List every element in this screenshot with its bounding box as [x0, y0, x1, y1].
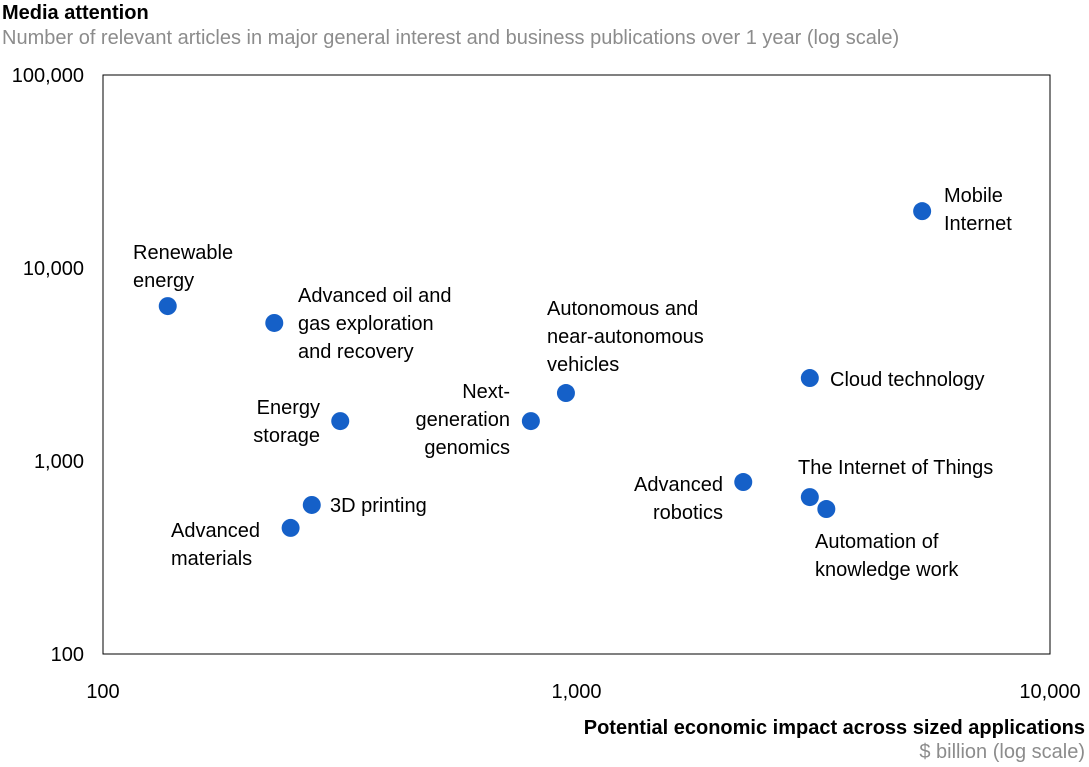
y-tick-label: 10,000: [23, 258, 84, 280]
data-point-group: Mobile Internet: [913, 185, 1012, 235]
data-point-label: Next-: [462, 381, 510, 403]
data-point-label: vehicles: [547, 354, 619, 376]
data-point-group: Next-generation genomics: [415, 381, 540, 459]
x-tick-label: 1,000: [551, 681, 601, 703]
plot-frame: [102, 74, 1051, 655]
data-point-group: Renewable energy: [133, 242, 233, 316]
data-point-label: Advanced: [171, 520, 260, 542]
data-point-label: 3D printing: [330, 495, 427, 517]
data-point-label: Renewable: [133, 242, 233, 264]
data-point-label: gas exploration: [298, 313, 434, 335]
data-point-label: Advanced oil and: [298, 285, 451, 307]
x-axis-title: Potential economic impact across sized a…: [584, 717, 1085, 739]
data-point: [281, 518, 300, 537]
chart-title: Media attention: [2, 2, 149, 24]
data-point-label: materials: [171, 548, 252, 570]
data-point-label: Advanced: [634, 474, 723, 496]
data-point-label: Autonomous and: [547, 298, 698, 320]
data-point: [913, 202, 932, 221]
y-tick-label: 100: [51, 644, 84, 666]
data-point-group: Automation of knowledge work: [815, 500, 959, 581]
data-point: [331, 412, 350, 431]
data-point: [158, 297, 177, 316]
data-point-label: energy: [133, 270, 194, 292]
data-point-label: Cloud technology: [830, 369, 985, 391]
data-point-label: knowledge work: [815, 559, 959, 581]
x-tick-label: 10,000: [1019, 681, 1080, 703]
data-point: [521, 412, 540, 431]
data-point-group: Cloud technology: [800, 369, 985, 391]
data-point-group: The Internet of Things: [798, 457, 993, 507]
data-point: [265, 313, 284, 332]
y-tick-label: 100,000: [12, 65, 84, 87]
data-point-group: 3D printing: [302, 495, 427, 517]
data-point-group: Advanced materials: [171, 518, 300, 570]
data-point: [817, 500, 836, 519]
data-point-label: generation: [415, 409, 510, 431]
chart-subtitle: Number of relevant articles in major gen…: [2, 27, 899, 49]
data-point-label: Internet: [944, 213, 1012, 235]
data-point: [800, 369, 819, 388]
data-point-label: Mobile: [944, 185, 1003, 207]
data-point-label: The Internet of Things: [798, 457, 993, 479]
data-point-label: near-autonomous: [547, 326, 704, 348]
x-axis-subtitle: $ billion (log scale): [919, 741, 1085, 763]
data-point-group: Energy storage: [253, 397, 350, 447]
y-tick-label: 1,000: [34, 451, 84, 473]
data-point: [800, 488, 819, 507]
data-point-label: genomics: [424, 437, 510, 459]
data-point-label: Automation of: [815, 531, 939, 553]
data-point: [734, 473, 753, 492]
data-point-group: Advanced robotics: [634, 473, 753, 524]
x-tick-label: 100: [86, 681, 119, 703]
data-point-label: and recovery: [298, 341, 414, 363]
data-point-group: Advanced oil and gas exploration and recov…: [265, 285, 451, 363]
data-point: [556, 384, 575, 403]
data-point-label: robotics: [653, 502, 723, 524]
data-point-label: Energy: [257, 397, 320, 419]
data-point-label: storage: [253, 425, 320, 447]
data-point-group: Autonomous and near-autonomous vehicles: [547, 298, 704, 403]
data-point: [302, 495, 321, 514]
